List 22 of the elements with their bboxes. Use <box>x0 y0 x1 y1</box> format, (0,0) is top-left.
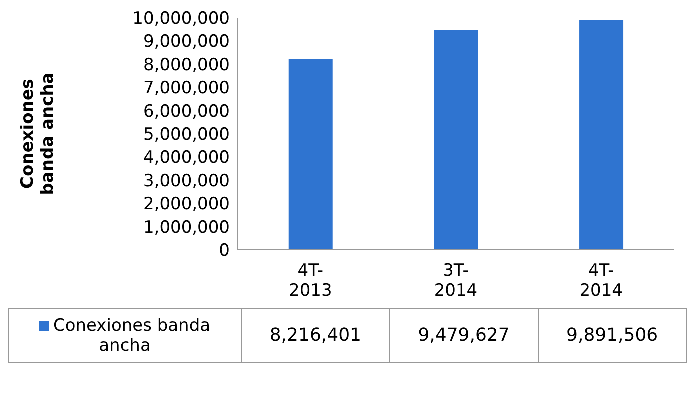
y-tick-label: 8,000,000 <box>143 55 230 76</box>
y-tick-label: 6,000,000 <box>143 102 230 122</box>
y-tick-label: 7,000,000 <box>143 78 230 99</box>
y-tick-label: 10,000,000 <box>132 9 230 30</box>
data-label: 9,479,627 <box>390 308 538 362</box>
legend-label: Conexiones banda ancha <box>52 316 211 356</box>
bar <box>288 59 333 250</box>
y-axis-title: Conexiones banda ancha <box>18 72 58 196</box>
data-label: 9,891,506 <box>538 308 686 362</box>
y-tick-label: 9,000,000 <box>143 32 230 52</box>
bar <box>434 30 478 250</box>
y-tick-label: 2,000,000 <box>143 194 230 215</box>
y-tick-label: 0 <box>219 241 230 262</box>
bar <box>580 20 624 250</box>
x-tick-label: 4T-2013 <box>289 261 332 301</box>
y-tick-label: 5,000,000 <box>143 125 230 146</box>
y-tick-label: 1,000,000 <box>143 218 230 238</box>
x-tick-label: 4T-2014 <box>580 261 623 301</box>
x-tick-label: 3T-2014 <box>434 261 478 301</box>
y-tick-label: 4,000,000 <box>143 148 230 168</box>
y-tick-label: 3,000,000 <box>143 171 230 192</box>
data-label: 8,216,401 <box>242 308 390 362</box>
